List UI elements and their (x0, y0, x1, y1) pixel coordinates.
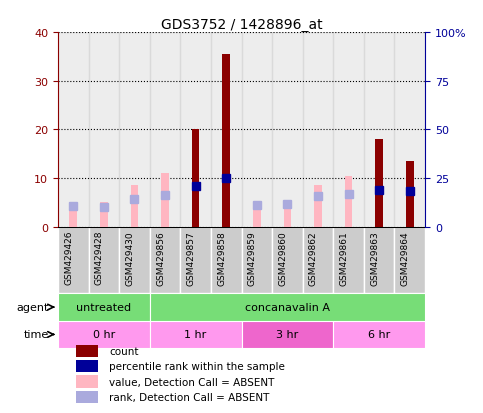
Bar (150, 227, 180, 294)
Bar (76, 375, 99, 388)
Text: 1 hr: 1 hr (185, 330, 207, 339)
Bar (242, 227, 272, 294)
Bar (76, 345, 99, 357)
Bar (58, 321, 150, 348)
Bar (395, 33, 425, 227)
Text: agent: agent (16, 302, 49, 312)
Bar (345, 176, 353, 227)
Bar (88, 227, 119, 294)
Text: 6 hr: 6 hr (368, 330, 390, 339)
Text: rank, Detection Call = ABSENT: rank, Detection Call = ABSENT (109, 392, 270, 402)
Bar (119, 227, 150, 294)
Text: GSM429860: GSM429860 (278, 230, 287, 285)
Bar (303, 227, 333, 294)
Bar (76, 361, 99, 373)
Bar (242, 321, 333, 348)
Text: 0 hr: 0 hr (93, 330, 115, 339)
Bar (100, 203, 108, 227)
Bar (161, 174, 169, 227)
Bar (314, 186, 322, 227)
Bar (58, 227, 88, 294)
Bar (272, 33, 303, 227)
Bar (211, 227, 242, 294)
Bar (333, 33, 364, 227)
Bar (272, 227, 303, 294)
Bar (119, 33, 150, 227)
Bar (130, 186, 138, 227)
Text: GSM429856: GSM429856 (156, 230, 165, 285)
Text: concanavalin A: concanavalin A (245, 302, 330, 312)
Bar (192, 130, 199, 227)
Bar (364, 33, 395, 227)
Bar (395, 227, 425, 294)
Text: 3 hr: 3 hr (276, 330, 298, 339)
Text: GSM429864: GSM429864 (401, 230, 410, 285)
Bar (375, 140, 383, 227)
Bar (211, 33, 242, 227)
Text: time: time (24, 330, 49, 339)
Text: count: count (109, 346, 139, 356)
Bar (180, 33, 211, 227)
Bar (150, 294, 425, 321)
Bar (303, 33, 333, 227)
Bar (58, 33, 88, 227)
Bar (284, 203, 291, 227)
Bar (333, 321, 425, 348)
Text: percentile rank within the sample: percentile rank within the sample (109, 361, 285, 371)
Title: GDS3752 / 1428896_at: GDS3752 / 1428896_at (161, 18, 322, 32)
Text: GSM429861: GSM429861 (340, 230, 349, 285)
Text: GSM429863: GSM429863 (370, 230, 379, 285)
Bar (406, 161, 413, 227)
Bar (150, 321, 242, 348)
Text: GSM429430: GSM429430 (126, 230, 134, 285)
Bar (253, 203, 261, 227)
Bar (76, 391, 99, 403)
Text: value, Detection Call = ABSENT: value, Detection Call = ABSENT (109, 377, 275, 387)
Text: untreated: untreated (76, 302, 131, 312)
Bar (150, 33, 180, 227)
Text: GSM429859: GSM429859 (248, 230, 257, 285)
Bar (242, 33, 272, 227)
Bar (58, 294, 150, 321)
Text: GSM429862: GSM429862 (309, 230, 318, 285)
Text: GSM429857: GSM429857 (186, 230, 196, 285)
Bar (222, 55, 230, 227)
Text: GSM429426: GSM429426 (64, 230, 73, 285)
Bar (180, 227, 211, 294)
Bar (333, 227, 364, 294)
Text: GSM429428: GSM429428 (95, 230, 104, 285)
Bar (364, 227, 395, 294)
Bar (70, 203, 77, 227)
Bar (88, 33, 119, 227)
Text: GSM429858: GSM429858 (217, 230, 226, 285)
